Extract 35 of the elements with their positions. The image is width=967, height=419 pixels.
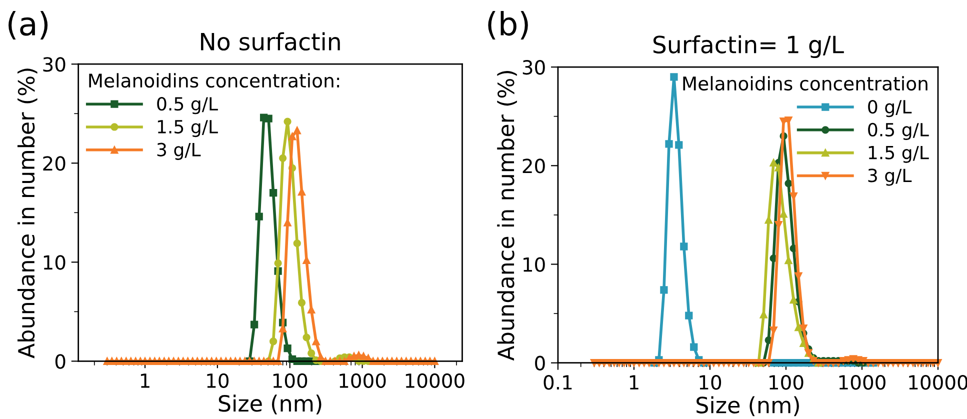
y-tick-label: 0 (55, 354, 66, 369)
y-tick-label: 10 (44, 255, 66, 270)
legend-label: 1.5 g/L (868, 146, 929, 163)
y-axis-title: Abundance in number (%) (17, 68, 38, 358)
x-tick-label: 1000 (839, 375, 886, 390)
text: (a) (8, 11, 48, 40)
y-tick-label: 10 (524, 257, 545, 272)
y-tick-label: 30 (522, 60, 545, 75)
y-tick-label: 30 (43, 57, 66, 72)
x-tick-label: 10000 (406, 373, 464, 388)
legend-label: 3 g/L (157, 142, 201, 160)
legend-label: 3 g/L (868, 168, 912, 186)
x-axis-title: Size (nm) (218, 394, 322, 414)
x-tick-label: 1 (630, 375, 638, 390)
x-tick-label: 10 (700, 375, 722, 390)
legend-label: 0 g/L (868, 100, 912, 118)
chart-title: No surfactin (201, 32, 340, 51)
legend-label: 0.5 g/L (157, 97, 218, 114)
x-axis-title: Size (nm) (696, 396, 799, 416)
x-tick-label: 100 (273, 373, 308, 388)
y-axis-title: Abundance in number (%) (497, 70, 517, 361)
legend-title: Melanoidins concentration: (89, 73, 340, 88)
y-tick-label: 20 (522, 158, 545, 174)
legend-label: 0.5 g/L (868, 122, 929, 140)
chart-title: Surfactin= 1 g/L (653, 35, 844, 58)
y-tick-label: 20 (43, 156, 66, 171)
legend-label: 1.5 g/L (158, 120, 218, 138)
x-tick-label: 10 (207, 373, 229, 388)
x-tick-label: 1000 (340, 373, 386, 388)
legend-title: Melanoidins concentration (683, 76, 928, 91)
text: (b) (488, 10, 528, 40)
x-tick-label: 100 (770, 375, 804, 390)
y-tick-label: 0 (535, 356, 545, 371)
x-tick-label: 0.1 (544, 375, 572, 390)
x-tick-label: 1 (140, 374, 150, 388)
